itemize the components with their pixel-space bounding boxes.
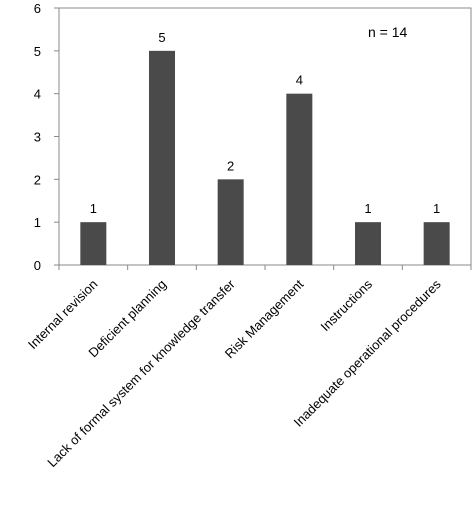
y-tick-label: 6 [34, 1, 41, 16]
x-category-label: Internal revision [25, 277, 101, 353]
data-label: 5 [158, 30, 165, 45]
data-label: 2 [227, 158, 234, 173]
y-tick-label: 5 [34, 44, 41, 59]
bar [149, 50, 175, 266]
data-label: 1 [433, 201, 440, 216]
y-tick-label: 2 [34, 172, 41, 187]
bar [355, 222, 381, 265]
y-tick-label: 1 [34, 215, 41, 230]
y-axis: 0 1 2 3 4 5 6 [34, 1, 472, 273]
bar [80, 222, 107, 265]
y-tick-label: 4 [34, 87, 41, 102]
plot-area [58, 7, 472, 266]
x-category-label: Instructions [318, 276, 376, 334]
sample-size-annotation: n = 14 [368, 24, 408, 40]
bar [286, 93, 313, 266]
data-label: 1 [90, 201, 97, 216]
data-label: 4 [296, 73, 303, 88]
bars [80, 50, 450, 266]
bar [217, 179, 244, 265]
y-tick-label: 0 [34, 258, 41, 273]
data-label: 1 [364, 201, 371, 216]
x-category-label: Inadequate operational procedures [291, 276, 445, 430]
data-labels: 1 5 2 4 1 1 [90, 30, 441, 216]
y-tick-label: 3 [34, 130, 41, 145]
bar [423, 222, 450, 265]
